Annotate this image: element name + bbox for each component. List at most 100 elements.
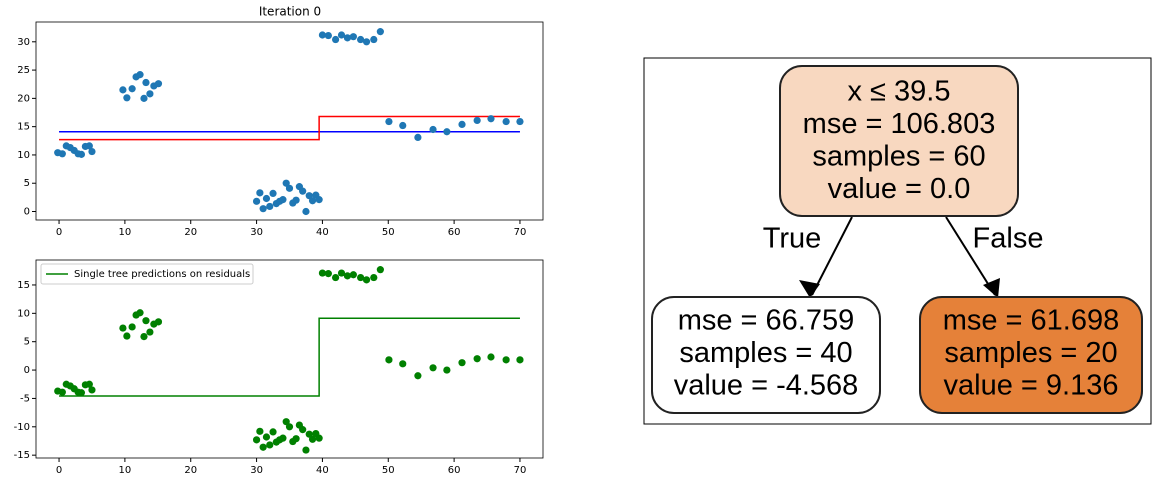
edge-arrow [811,216,853,296]
arrowhead [983,278,1000,298]
point [487,353,495,361]
point [376,266,384,274]
point [88,386,96,394]
point [259,443,267,451]
y-tick-label: 20 [17,93,30,104]
point [385,117,393,126]
point [308,435,317,443]
point [252,436,261,444]
node-text: mse = 66.759 [678,305,855,337]
point [85,142,93,150]
point [343,34,352,42]
point [266,202,274,211]
point [324,270,332,278]
y-tick-label: 25 [17,65,30,76]
point [429,125,437,134]
point [142,317,150,325]
point [502,117,510,126]
x-tick-label: 30 [250,465,263,476]
y-tick-label: -10 [14,422,30,433]
y-tick-label: 15 [17,122,30,133]
point [285,423,294,431]
point [279,196,287,204]
y-tick-label: 5 [24,337,30,348]
point [331,273,340,282]
point [259,205,267,213]
x-tick-label: 0 [56,465,62,476]
point [269,428,277,436]
point [119,324,127,332]
point [458,359,466,367]
point [154,80,163,88]
y-tick-label: 0 [24,365,30,376]
point [299,426,307,434]
point [292,435,300,443]
point [414,133,422,142]
point [414,372,422,380]
node-text: mse = 61.698 [943,305,1120,337]
tree-node [919,296,1143,414]
point [128,85,136,93]
line [59,115,520,141]
x-tick-label: 50 [382,227,395,238]
point [302,207,310,216]
point [362,276,371,284]
point [154,318,163,326]
point [318,31,327,39]
arrowhead [799,280,820,298]
x-tick-label: 0 [56,227,62,238]
point [487,115,495,123]
y-tick-label: -5 [20,393,30,404]
node-text: samples = 40 [679,337,852,369]
x-tick-label: 10 [119,227,132,238]
node-text: value = 9.136 [944,370,1119,402]
x-tick-label: 60 [448,227,461,238]
point [262,433,271,441]
tree-node [651,296,881,414]
point [376,28,384,36]
y-tick-label: 15 [17,280,30,291]
point [266,441,274,449]
x-tick-label: 30 [250,227,263,238]
x-tick-label: 60 [448,465,461,476]
point [58,150,66,158]
point [88,147,96,156]
x-tick-label: 20 [184,227,197,238]
point [473,116,481,125]
point [119,86,127,94]
node-text: value = 0.0 [828,173,971,205]
point [146,328,154,336]
node-text: mse = 106.803 [803,108,996,140]
point [473,355,481,363]
point [279,434,287,442]
edge-label: True [763,223,822,255]
point [370,273,378,282]
x-tick-label: 40 [316,465,329,476]
point [146,90,154,98]
x-tick-label: 70 [514,465,527,476]
chart-title: Iteration 0 [259,5,321,19]
point [282,179,290,187]
point [357,35,365,44]
point [443,366,451,374]
point [443,128,451,136]
point [256,189,264,197]
point [337,269,346,277]
point [302,446,310,454]
node-text: value = -4.568 [674,370,859,402]
point [315,434,323,442]
point [315,196,323,204]
point [385,356,393,364]
point [357,273,365,282]
edge-label: False [973,223,1044,255]
point [399,360,407,368]
legend-box [40,263,254,285]
point [458,120,466,128]
point [85,380,93,388]
x-tick-label: 10 [119,465,132,476]
legend-label: Single tree predictions on residuals [74,269,250,280]
tree-node [779,65,1019,217]
point [77,150,86,158]
